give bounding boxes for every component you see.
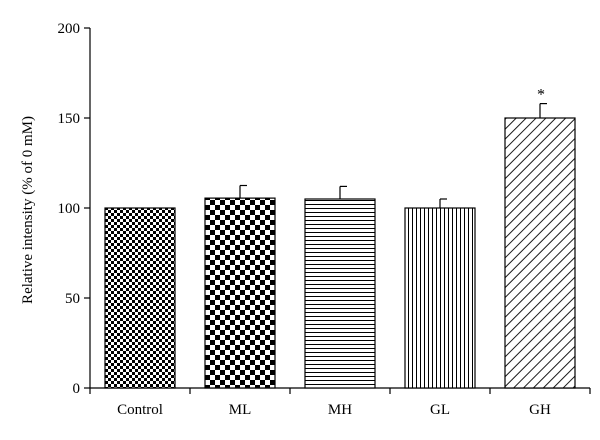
y-tick-label-50: 50 (65, 291, 80, 307)
x-tick-label-gl: GL (430, 402, 450, 418)
x-tick-label-ml: ML (229, 402, 252, 418)
bar-gl (404, 207, 476, 389)
y-tick-label-100: 100 (58, 201, 81, 217)
y-tick-label-0: 0 (73, 381, 81, 397)
bar-ml (204, 197, 276, 389)
y-tick-label-200: 200 (58, 21, 81, 37)
x-tick-label-control: Control (117, 402, 163, 418)
x-tick-label-mh: MH (328, 402, 352, 418)
y-tick-label-150: 150 (58, 111, 81, 127)
y-axis-label: Relative intensity (% of 0 mM) (20, 116, 36, 304)
bar-mh (304, 198, 376, 389)
bar-control (104, 207, 176, 389)
x-tick-label-gh: GH (529, 402, 551, 418)
plot-area: 0 50 100 150 200 Control ML MH GL GH * (58, 21, 591, 418)
bar-gh (504, 117, 576, 389)
significance-marker-gh: * (537, 87, 545, 104)
